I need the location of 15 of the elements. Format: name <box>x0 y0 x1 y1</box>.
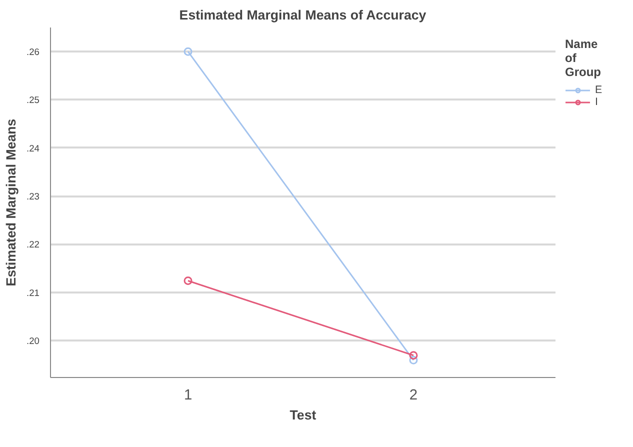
legend-title: Name of Group <box>565 37 602 79</box>
x-tick-label: 2 <box>409 388 418 404</box>
y-tick-label: .25 <box>26 95 40 106</box>
x-axis-title: Test <box>290 408 317 422</box>
y-tick-label: .26 <box>26 47 40 58</box>
legend-label: I <box>595 96 599 108</box>
y-tick-label: .24 <box>26 143 40 154</box>
y-tick-label: .22 <box>26 240 40 250</box>
y-tick-label: .23 <box>26 192 40 202</box>
x-tick-label: 1 <box>184 388 192 404</box>
y-tick-label: .20 <box>26 336 40 346</box>
chart-title: Estimated Marginal Means of Accuracy <box>179 8 427 22</box>
y-axis-title: Estimated Marginal Means <box>4 118 19 286</box>
y-tick-label: .21 <box>26 288 40 298</box>
legend-label: E <box>595 84 604 96</box>
